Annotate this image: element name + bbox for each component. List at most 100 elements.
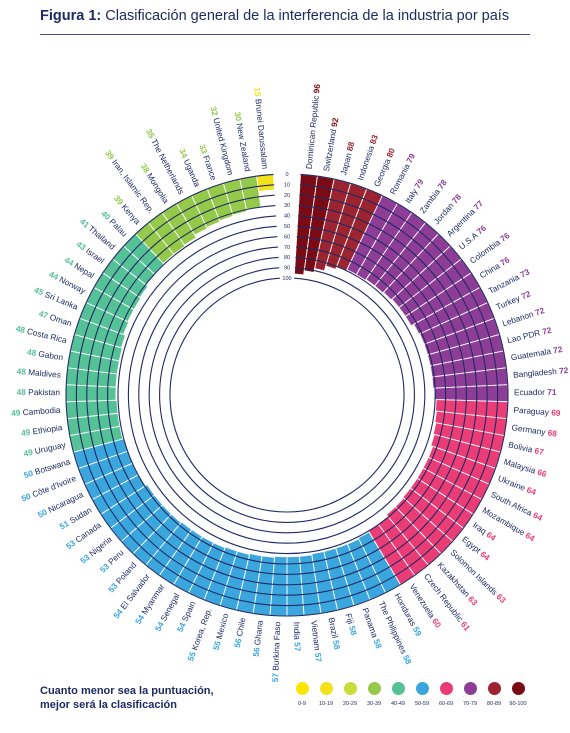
- country-score: 60: [430, 616, 444, 630]
- country-score: 48: [26, 347, 37, 358]
- country-score: 83: [368, 133, 381, 145]
- country-score: 88: [345, 140, 357, 152]
- country-name: Gabon: [38, 349, 65, 363]
- bar-brunei-darussalam: [256, 173, 275, 193]
- scale-tick-label: 0: [285, 172, 288, 178]
- country-label: Bangladesh 72: [513, 365, 569, 380]
- country-score: 49: [11, 408, 21, 419]
- country-score: 56: [251, 646, 262, 657]
- country-name: Spain: [180, 599, 198, 623]
- legend-swatch: [511, 682, 525, 695]
- country-score: 57: [313, 652, 324, 663]
- country-label: Switzerland 92: [321, 117, 340, 173]
- legend: 0-9 10-19 20-29 30-39 40-49 50-59 60-69 70-79 80…: [290, 682, 540, 722]
- country-score: 66: [536, 467, 548, 479]
- country-score: 72: [541, 325, 553, 337]
- legend-swatch: [439, 682, 453, 695]
- legend-label: 10-19: [318, 701, 334, 707]
- legend-label: 60-69: [438, 701, 454, 707]
- country-name: Lebanon: [501, 309, 535, 329]
- scale-ring: [138, 246, 436, 544]
- country-name: Palau: [107, 217, 129, 239]
- country-score: 55: [185, 650, 198, 662]
- country-name: U.S.A: [457, 230, 480, 252]
- scale-ring: [86, 194, 488, 596]
- legend-swatch: [343, 682, 357, 695]
- country-score: 48: [16, 366, 26, 377]
- country-name: Solomon Islands: [448, 548, 499, 598]
- country-score: 30: [232, 111, 244, 122]
- country-score: 58: [347, 625, 359, 637]
- country-name: Mexico: [214, 612, 231, 640]
- country-name: Costa Rica: [26, 326, 68, 345]
- scale-tick-label: 40: [284, 214, 290, 220]
- country-name: New Zealand: [234, 122, 253, 172]
- country-score: 58: [401, 653, 414, 666]
- country-score: 50: [23, 468, 35, 480]
- scale-tick-label: 60: [284, 234, 290, 240]
- country-name: Germany: [511, 422, 547, 437]
- legend-label: 0-9: [298, 701, 306, 707]
- country-name: Brazil: [326, 617, 340, 639]
- country-score: 61: [459, 619, 473, 633]
- country-name: Lao PDR: [506, 328, 541, 346]
- legend-swatch: [391, 682, 405, 695]
- country-name: Peru: [106, 547, 126, 567]
- country-label: 48 Maldives: [16, 366, 61, 380]
- country-label: Lao PDR 72: [506, 325, 553, 346]
- country-score: 64: [524, 530, 537, 543]
- country-score: 32: [208, 105, 220, 117]
- country-name: Japan: [338, 152, 353, 177]
- country-name: Brunei Darussalam: [253, 98, 270, 169]
- legend-item: 40-49: [386, 682, 410, 707]
- country-label: Japan 88: [338, 140, 356, 176]
- country-score: 58: [371, 638, 384, 650]
- country-score: 69: [551, 407, 561, 418]
- country-score: 64: [478, 549, 492, 563]
- country-name: Fiji: [343, 612, 356, 625]
- country-name: Tanzania: [487, 272, 521, 296]
- country-label: Vietnam 57: [309, 620, 324, 663]
- country-score: 59: [411, 625, 424, 638]
- country-label: Italy 79: [403, 177, 426, 205]
- country-score: 72: [552, 344, 563, 355]
- country-score: 57: [292, 642, 302, 652]
- scale-rings: [65, 173, 509, 617]
- scale-ring: [148, 256, 426, 534]
- legend-label: 80-89: [486, 701, 502, 707]
- country-name: Switzerland: [321, 128, 338, 172]
- footnote: Cuanto menor sea la puntuación, mejor se…: [40, 684, 270, 712]
- legend-swatch: [367, 682, 381, 695]
- country-score: 76: [475, 223, 489, 237]
- country-name: Paraguay: [513, 405, 550, 417]
- country-score: 73: [518, 267, 531, 280]
- country-score: 63: [494, 591, 508, 605]
- country-score: 78: [436, 177, 450, 191]
- country-label: Fiji 58: [343, 612, 359, 636]
- country-score: 49: [20, 427, 31, 438]
- scale-tick-label: 50: [284, 224, 290, 230]
- country-label: Panama 58: [360, 607, 384, 651]
- country-score: 79: [412, 177, 426, 190]
- bars: [65, 173, 509, 617]
- country-name: Egypt: [460, 534, 483, 556]
- legend-swatch: [415, 682, 429, 695]
- country-score: 79: [404, 151, 417, 164]
- country-name: Sri Lanka: [43, 289, 80, 312]
- figure-title-text: Clasificación general de la interferenci…: [105, 8, 510, 24]
- country-name: Oman: [48, 312, 73, 329]
- country-name: Chile: [234, 616, 248, 637]
- country-score: 92: [329, 117, 341, 128]
- country-name: Malaysia: [503, 457, 538, 476]
- country-score: 48: [17, 387, 27, 397]
- legend-swatch: [487, 682, 501, 695]
- legend-item: 70-79: [458, 682, 482, 707]
- country-label: 56 Chile: [232, 616, 248, 648]
- country-label: 49 Cambodia: [11, 405, 61, 418]
- country-name: Burkina Faso: [271, 621, 283, 671]
- country-score: 57: [270, 672, 280, 682]
- country-label: 30 New Zealand: [232, 111, 253, 173]
- scale-tick-label: 30: [284, 203, 290, 209]
- country-label: 33 France: [197, 143, 219, 182]
